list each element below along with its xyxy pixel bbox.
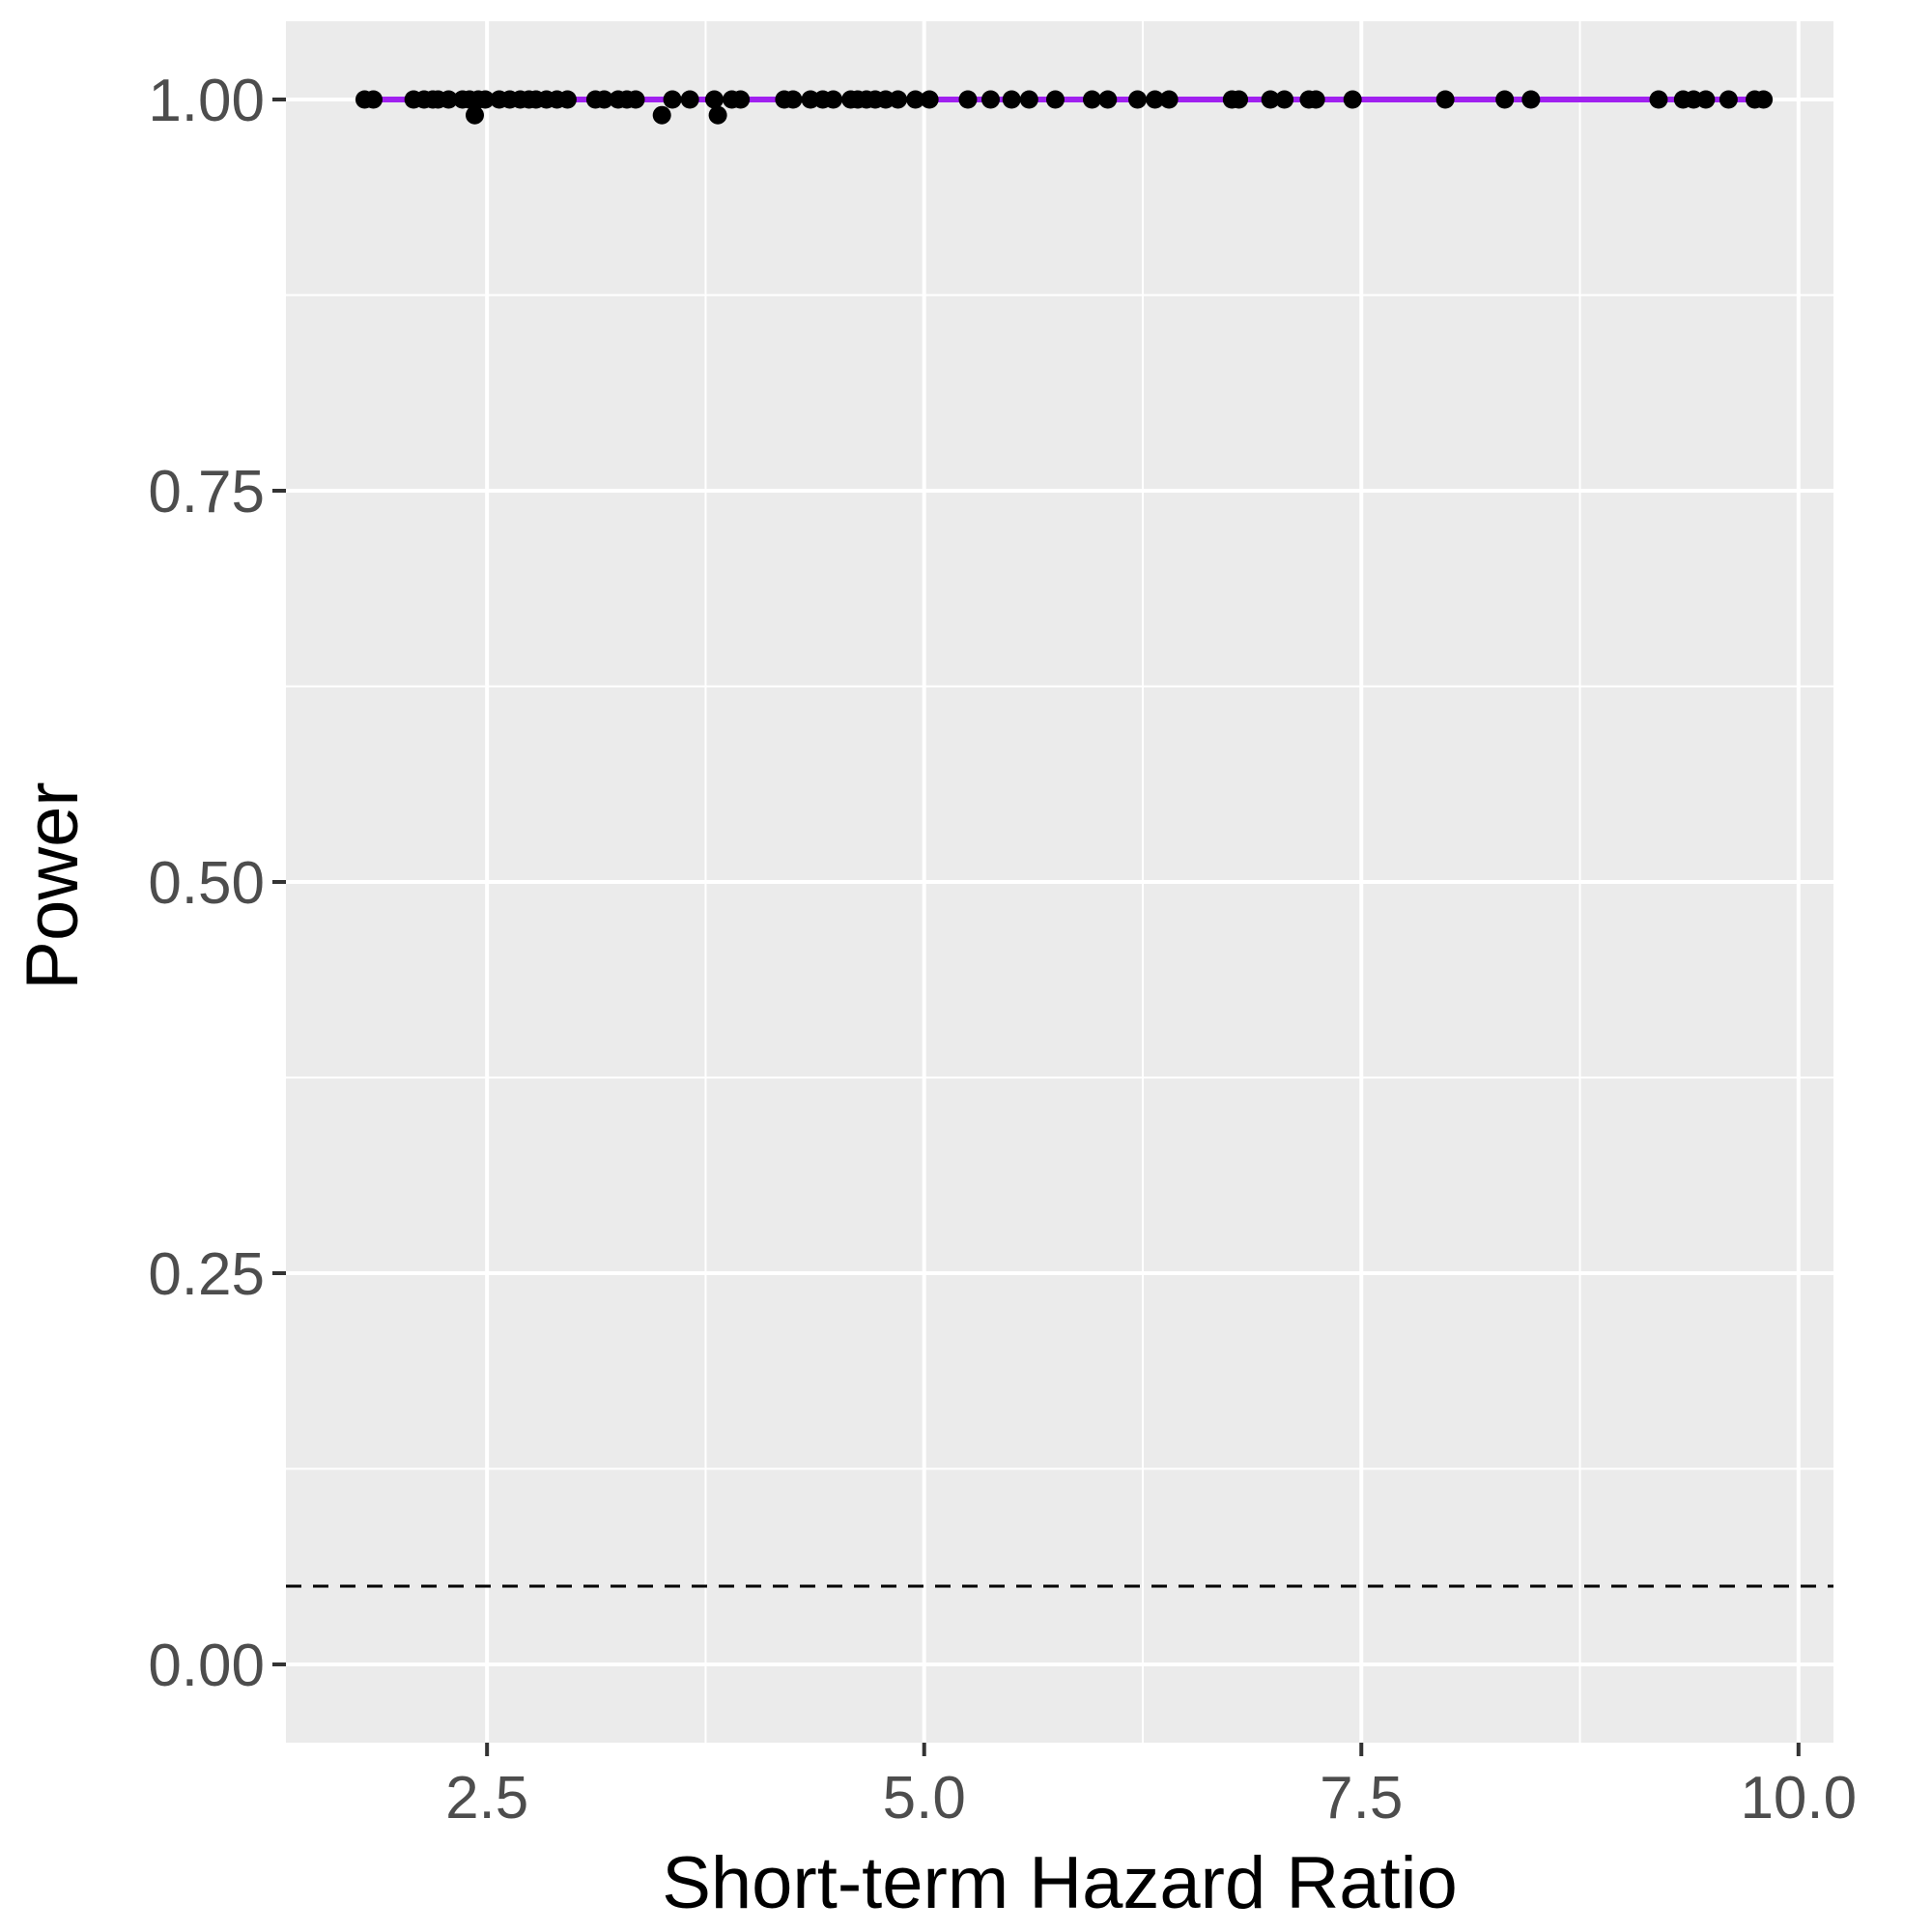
x-tick-label: 5.0 <box>883 1765 966 1832</box>
data-point <box>1649 90 1668 109</box>
data-point <box>1045 90 1065 109</box>
data-point <box>1230 90 1249 109</box>
data-point <box>475 90 495 109</box>
y-tick-label: 0.50 <box>148 850 265 917</box>
data-point <box>1019 90 1038 109</box>
data-point <box>1306 90 1325 109</box>
data-point <box>594 90 613 109</box>
data-point <box>1128 90 1148 109</box>
data-point <box>1082 90 1101 109</box>
data-point <box>1435 90 1455 109</box>
data-points <box>355 90 1774 125</box>
data-point <box>1002 90 1021 109</box>
data-point <box>1146 90 1165 109</box>
data-point <box>626 90 645 109</box>
y-axis: 0.00 0.25 0.50 0.75 1.00 <box>148 68 286 1699</box>
data-point <box>557 90 577 109</box>
data-point <box>439 90 458 109</box>
data-point <box>906 90 925 109</box>
data-point <box>980 90 1000 109</box>
y-tick-label: 0.00 <box>148 1633 265 1699</box>
data-point <box>1719 90 1738 109</box>
data-point <box>1696 90 1716 109</box>
data-point <box>958 90 978 109</box>
data-point <box>652 105 671 125</box>
data-point <box>1261 90 1280 109</box>
y-tick-label: 0.25 <box>148 1241 265 1308</box>
data-point <box>1275 90 1294 109</box>
y-tick-label: 0.75 <box>148 459 265 526</box>
x-tick-label: 2.5 <box>445 1765 528 1832</box>
data-point <box>1098 90 1118 109</box>
data-point <box>1159 90 1179 109</box>
x-tick-label: 10.0 <box>1740 1765 1857 1832</box>
x-axis-title: Short-term Hazard Ratio <box>662 1842 1458 1924</box>
data-point <box>1754 90 1774 109</box>
data-point <box>889 90 908 109</box>
data-point <box>465 105 484 125</box>
data-point <box>731 90 751 109</box>
data-point <box>1495 90 1515 109</box>
data-point <box>708 105 727 125</box>
x-axis: 2.5 5.0 7.5 10.0 <box>445 1743 1857 1832</box>
data-point <box>704 90 724 109</box>
data-point <box>783 90 803 109</box>
y-tick-label: 1.00 <box>148 68 265 134</box>
data-point <box>663 90 682 109</box>
data-point <box>680 90 699 109</box>
data-point <box>824 90 843 109</box>
x-tick-label: 7.5 <box>1320 1765 1403 1832</box>
data-point <box>920 90 939 109</box>
data-point <box>1521 90 1541 109</box>
data-point <box>364 90 384 109</box>
y-axis-title: Power <box>12 781 94 989</box>
data-point <box>1343 90 1362 109</box>
